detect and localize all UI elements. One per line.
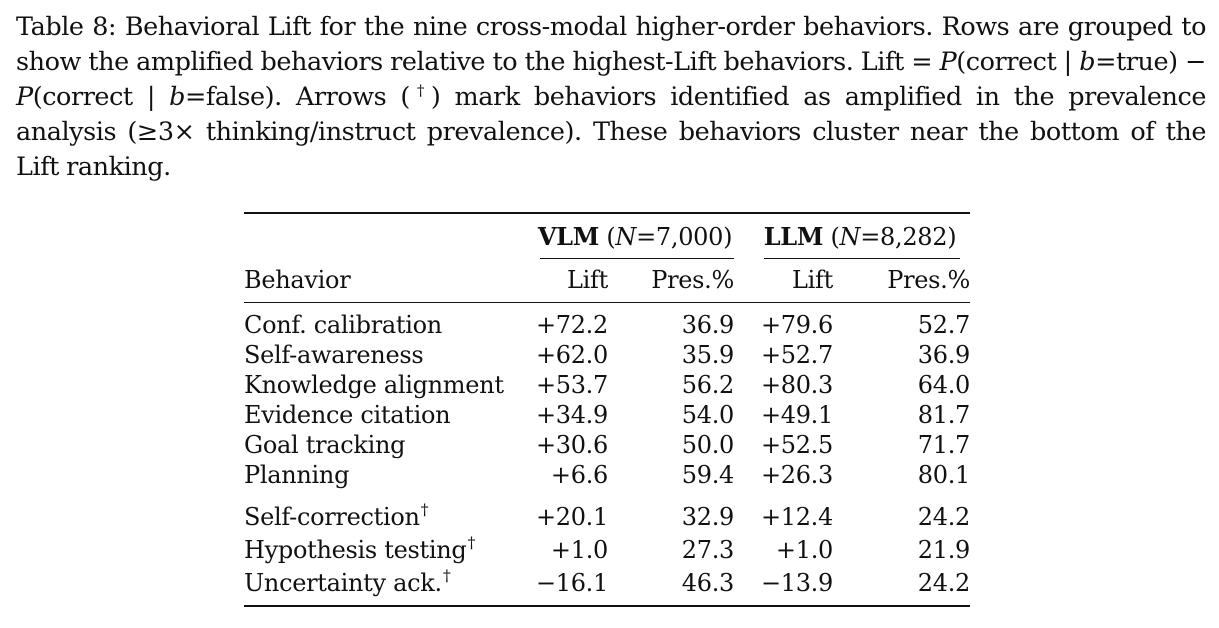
behavior-cell: Self-correction†	[244, 500, 429, 532]
llm-lift-cell: +79.6	[760, 311, 833, 339]
column-header-llm-pres: Pres.%	[887, 266, 970, 294]
behavior-label: Hypothesis testing	[244, 536, 467, 564]
caption-sentence-1: Behavioral Lift for the nine cross-modal…	[16, 12, 1207, 77]
top-rule	[244, 212, 970, 214]
caption-prob-symbol: P	[16, 82, 33, 112]
header-rule	[244, 302, 970, 303]
llm-pres-cell: 71.7	[917, 431, 971, 459]
column-header-behavior: Behavior	[244, 266, 351, 294]
llm-pres-cell: 24.2	[917, 503, 971, 531]
llm-pres-cell: 52.7	[917, 311, 971, 339]
vlm-lift-cell: −16.1	[535, 569, 608, 597]
caption-label: Table 8:	[16, 12, 117, 42]
column-header-vlm-pres: Pres.%	[651, 266, 734, 294]
vlm-pres-cell: 50.0	[681, 431, 735, 459]
caption-sentence-2: Arrows (	[281, 82, 410, 112]
cmidrule-vlm	[540, 258, 734, 259]
behavior-label: Self-correction	[244, 503, 420, 531]
vlm-pres-cell: 46.3	[681, 569, 735, 597]
dagger-symbol: †	[409, 81, 431, 100]
dagger-symbol: †	[467, 533, 476, 552]
llm-lift-cell: −13.9	[760, 569, 833, 597]
cmidrule-llm	[764, 258, 960, 259]
vlm-pres-cell: 35.9	[681, 341, 735, 369]
caption-sentence-3: ) mark behaviors identified as amplified…	[16, 82, 1206, 182]
caption-prob-cond: =false).	[184, 82, 282, 112]
llm-lift-cell: +52.7	[760, 341, 833, 369]
caption-prob-arg: (correct |	[32, 82, 170, 112]
vlm-pres-cell: 32.9	[681, 503, 735, 531]
behavior-label: Uncertainty ack.	[244, 569, 442, 597]
llm-pres-cell: 24.2	[917, 569, 971, 597]
llm-pres-cell: 36.9	[917, 341, 971, 369]
behavior-label: Planning	[244, 461, 350, 489]
llm-lift-cell: +80.3	[760, 371, 833, 399]
caption-equals: =	[903, 47, 940, 77]
vlm-pres-cell: 59.4	[681, 461, 735, 489]
vlm-lift-cell: +1.0	[550, 536, 608, 564]
vlm-lift-cell: +30.6	[535, 431, 608, 459]
llm-lift-cell: +52.5	[760, 431, 833, 459]
llm-lift-cell: +1.0	[775, 536, 833, 564]
llm-pres-cell: 80.1	[917, 461, 971, 489]
llm-lift-cell: +49.1	[760, 401, 833, 429]
dagger-symbol: †	[420, 500, 429, 519]
vlm-lift-cell: +34.9	[535, 401, 608, 429]
column-header-llm-lift: Lift	[792, 266, 833, 294]
behavior-label: Self-awareness	[244, 341, 424, 369]
vlm-pres-cell: 27.3	[681, 536, 735, 564]
behavior-cell: Goal tracking	[244, 430, 406, 460]
llm-pres-cell: 64.0	[917, 371, 971, 399]
vlm-lift-cell: +62.0	[535, 341, 608, 369]
behavior-cell: Hypothesis testing†	[244, 533, 476, 565]
vlm-lift-cell: +53.7	[535, 371, 608, 399]
behavior-label: Knowledge alignment	[244, 371, 504, 399]
behavior-cell: Evidence citation	[244, 400, 451, 430]
dagger-symbol: †	[442, 566, 451, 585]
caption-prob-arg: (correct |	[956, 47, 1080, 77]
caption-prob-cond: =true) −	[1095, 47, 1206, 77]
llm-pres-cell: 21.9	[917, 536, 971, 564]
vlm-pres-cell: 36.9	[681, 311, 735, 339]
bottom-rule	[244, 605, 970, 607]
behavior-cell: Planning	[244, 460, 349, 490]
behavior-label: Evidence citation	[244, 401, 451, 429]
table-caption: Table 8: Behavioral Lift for the nine cr…	[16, 10, 1206, 185]
group-header-vlm: VLM (N=7,000)	[537, 222, 733, 251]
caption-b-symbol: b	[1079, 47, 1096, 77]
llm-lift-cell: +12.4	[760, 503, 833, 531]
vlm-lift-cell: +20.1	[535, 503, 608, 531]
behavior-cell: Conf. calibration	[244, 310, 442, 340]
behavior-label: Conf. calibration	[244, 311, 442, 339]
vlm-lift-cell: +6.6	[550, 461, 608, 489]
llm-pres-cell: 81.7	[917, 401, 971, 429]
behavior-cell: Self-awareness	[244, 340, 424, 370]
group-header-llm: LLM (N=8,282)	[763, 222, 957, 251]
vlm-pres-cell: 56.2	[681, 371, 735, 399]
vlm-lift-cell: +72.2	[535, 311, 608, 339]
behavior-label: Goal tracking	[244, 431, 406, 459]
caption-prob-symbol: P	[939, 47, 957, 77]
behavior-cell: Uncertainty ack.†	[244, 566, 451, 598]
llm-lift-cell: +26.3	[760, 461, 833, 489]
caption-b-symbol: b	[169, 82, 185, 112]
vlm-pres-cell: 54.0	[681, 401, 735, 429]
column-header-vlm-lift: Lift	[567, 266, 608, 294]
behavior-cell: Knowledge alignment	[244, 370, 504, 400]
